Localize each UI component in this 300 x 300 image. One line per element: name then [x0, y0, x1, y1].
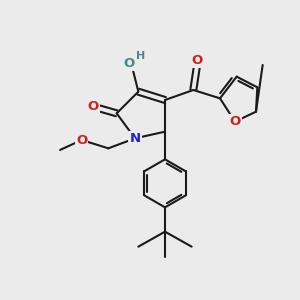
Text: O: O: [230, 115, 241, 128]
Text: O: O: [124, 57, 135, 70]
Text: O: O: [76, 134, 87, 146]
Text: N: N: [129, 132, 141, 145]
Text: O: O: [88, 100, 99, 113]
Text: O: O: [192, 53, 203, 67]
Text: methoxy: methoxy: [55, 149, 61, 150]
Text: H: H: [136, 51, 145, 61]
